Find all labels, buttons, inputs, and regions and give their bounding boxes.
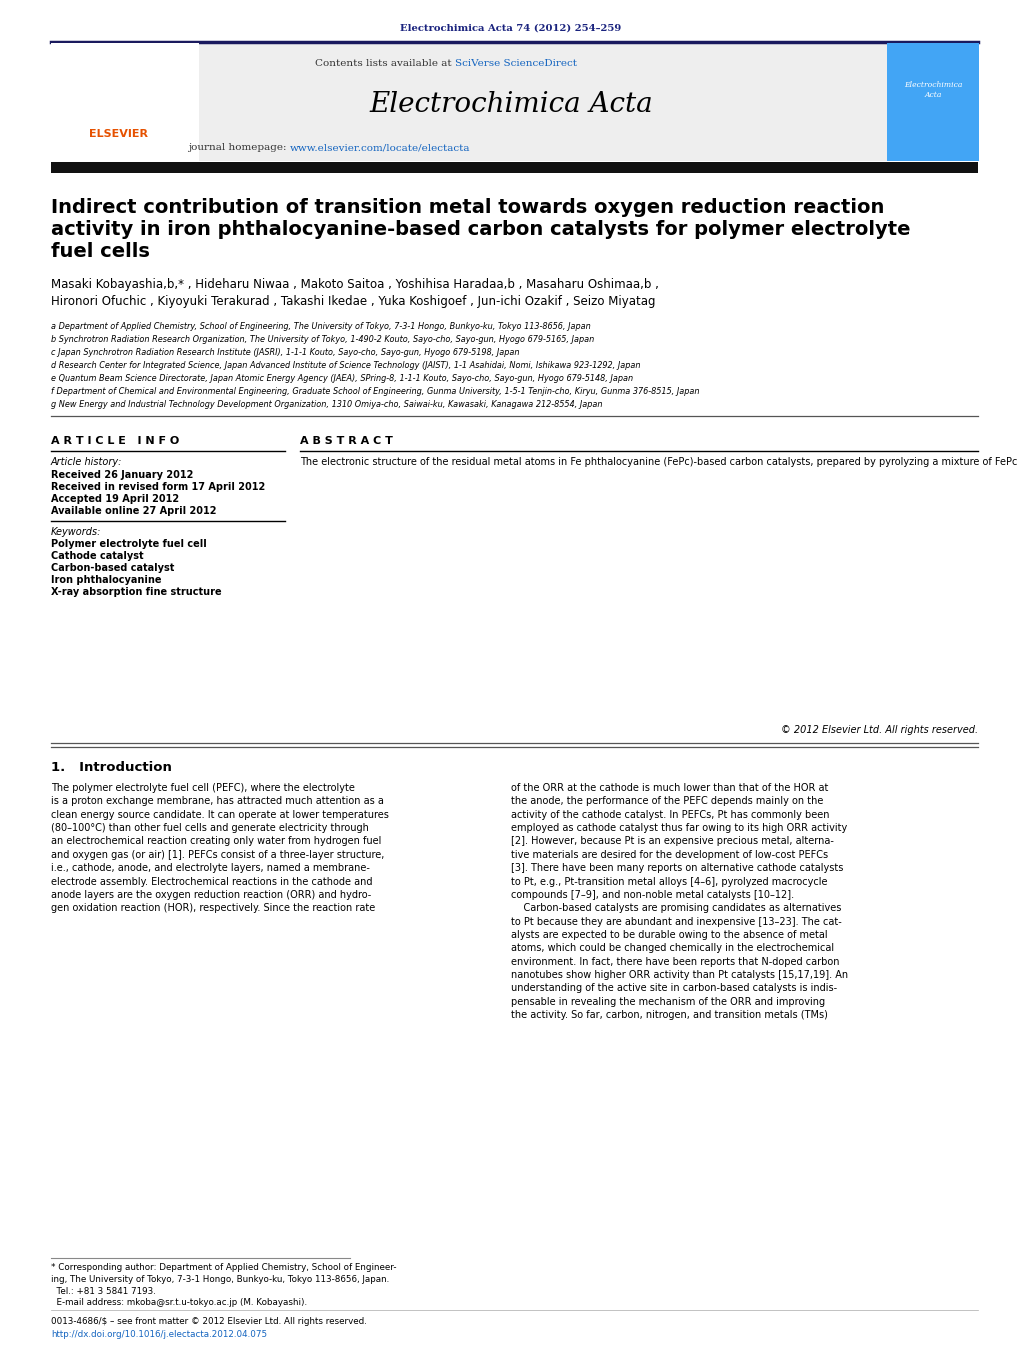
Text: Masaki Kobayashia,b,* , Hideharu Niwaa , Makoto Saitoa , Yoshihisa Haradaa,b , M: Masaki Kobayashia,b,* , Hideharu Niwaa ,… xyxy=(51,278,659,290)
Text: fuel cells: fuel cells xyxy=(51,242,150,261)
Text: a Department of Applied Chemistry, School of Engineering, The University of Toky: a Department of Applied Chemistry, Schoo… xyxy=(51,322,591,331)
Text: Electrochimica Acta: Electrochimica Acta xyxy=(370,91,652,118)
Text: 0013-4686/$ – see front matter © 2012 Elsevier Ltd. All rights reserved.: 0013-4686/$ – see front matter © 2012 El… xyxy=(51,1317,367,1325)
Text: Cathode catalyst: Cathode catalyst xyxy=(51,551,144,561)
Text: b Synchrotron Radiation Research Organization, The University of Tokyo, 1-490-2 : b Synchrotron Radiation Research Organiz… xyxy=(51,335,594,345)
Bar xyxy=(51,162,978,173)
Text: © 2012 Elsevier Ltd. All rights reserved.: © 2012 Elsevier Ltd. All rights reserved… xyxy=(781,725,978,735)
Text: Electrochimica Acta 74 (2012) 254–259: Electrochimica Acta 74 (2012) 254–259 xyxy=(400,23,622,32)
Text: X-ray absorption fine structure: X-ray absorption fine structure xyxy=(51,586,222,597)
Text: 1.   Introduction: 1. Introduction xyxy=(51,761,172,774)
Text: Polymer electrolyte fuel cell: Polymer electrolyte fuel cell xyxy=(51,539,206,549)
Text: journal homepage:: journal homepage: xyxy=(188,143,290,153)
Text: Accepted 19 April 2012: Accepted 19 April 2012 xyxy=(51,494,179,504)
Text: SciVerse ScienceDirect: SciVerse ScienceDirect xyxy=(455,58,577,68)
Text: A R T I C L E   I N F O: A R T I C L E I N F O xyxy=(51,436,180,446)
Bar xyxy=(51,43,199,161)
Text: Electrochimica
Acta: Electrochimica Acta xyxy=(904,81,962,99)
Text: The electronic structure of the residual metal atoms in Fe phthalocyanine (FePc): The electronic structure of the residual… xyxy=(300,457,1021,467)
Text: Received 26 January 2012: Received 26 January 2012 xyxy=(51,470,193,480)
Text: Indirect contribution of transition metal towards oxygen reduction reaction: Indirect contribution of transition meta… xyxy=(51,199,884,218)
Text: activity in iron phthalocyanine-based carbon catalysts for polymer electrolyte: activity in iron phthalocyanine-based ca… xyxy=(51,220,911,239)
Text: c Japan Synchrotron Radiation Research Institute (JASRI), 1-1-1 Kouto, Sayo-cho,: c Japan Synchrotron Radiation Research I… xyxy=(51,349,520,357)
Text: Carbon-based catalyst: Carbon-based catalyst xyxy=(51,563,175,573)
Text: * Corresponding author: Department of Applied Chemistry, School of Engineer-
ing: * Corresponding author: Department of Ap… xyxy=(51,1263,396,1308)
Text: of the ORR at the cathode is much lower than that of the HOR at
the anode, the p: of the ORR at the cathode is much lower … xyxy=(510,784,848,1020)
Text: f Department of Chemical and Environmental Engineering, Graduate School of Engin: f Department of Chemical and Environment… xyxy=(51,386,699,396)
Text: Hironori Ofuchic , Kiyoyuki Terakurad , Takashi Ikedae , Yuka Koshigoef , Jun-ic: Hironori Ofuchic , Kiyoyuki Terakurad , … xyxy=(51,295,655,308)
Text: Iron phthalocyanine: Iron phthalocyanine xyxy=(51,576,161,585)
Text: Article history:: Article history: xyxy=(51,457,123,467)
Text: ELSEVIER: ELSEVIER xyxy=(89,128,147,139)
Text: Available online 27 April 2012: Available online 27 April 2012 xyxy=(51,507,216,516)
Text: A B S T R A C T: A B S T R A C T xyxy=(300,436,393,446)
Text: The polymer electrolyte fuel cell (PEFC), where the electrolyte
is a proton exch: The polymer electrolyte fuel cell (PEFC)… xyxy=(51,784,389,913)
Text: e Quantum Beam Science Directorate, Japan Atomic Energy Agency (JAEA), SPring-8,: e Quantum Beam Science Directorate, Japa… xyxy=(51,374,633,382)
Text: Contents lists available at: Contents lists available at xyxy=(315,58,455,68)
Text: Received in revised form 17 April 2012: Received in revised form 17 April 2012 xyxy=(51,482,265,492)
Bar xyxy=(51,43,978,161)
Text: Keywords:: Keywords: xyxy=(51,527,101,536)
Bar xyxy=(887,43,979,161)
Text: http://dx.doi.org/10.1016/j.electacta.2012.04.075: http://dx.doi.org/10.1016/j.electacta.20… xyxy=(51,1329,268,1339)
Text: www.elsevier.com/locate/electacta: www.elsevier.com/locate/electacta xyxy=(290,143,471,153)
Text: g New Energy and Industrial Technology Development Organization, 1310 Omiya-cho,: g New Energy and Industrial Technology D… xyxy=(51,400,602,409)
Text: d Research Center for Integrated Science, Japan Advanced Institute of Science Te: d Research Center for Integrated Science… xyxy=(51,361,640,370)
